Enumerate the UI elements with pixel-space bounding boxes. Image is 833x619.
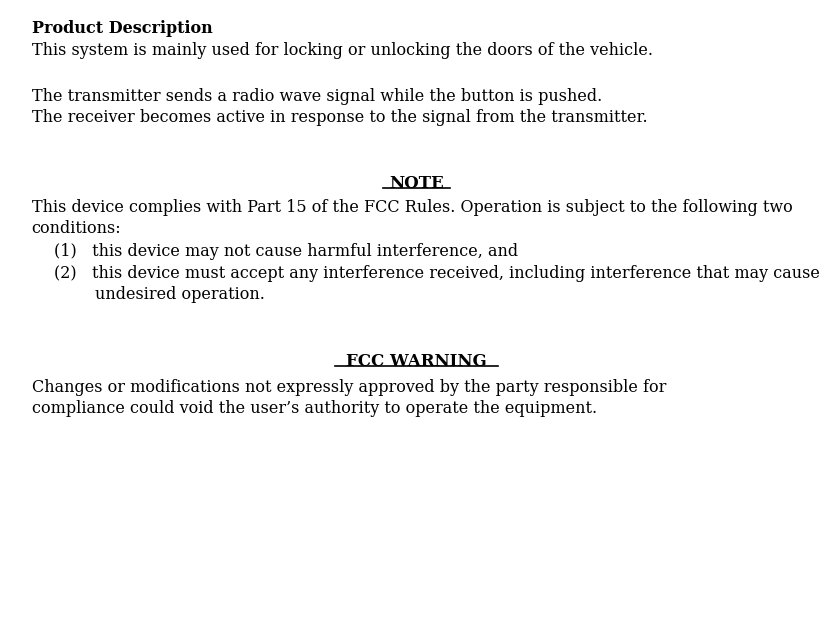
Text: Product Description: Product Description	[32, 20, 212, 37]
Text: (2)   this device must accept any interference received, including interference : (2) this device must accept any interfer…	[54, 265, 820, 282]
Text: compliance could void the user’s authority to operate the equipment.: compliance could void the user’s authori…	[32, 400, 596, 417]
Text: FCC WARNING: FCC WARNING	[347, 353, 486, 370]
Text: conditions:: conditions:	[32, 220, 122, 237]
Text: This device complies with Part 15 of the FCC Rules. Operation is subject to the : This device complies with Part 15 of the…	[32, 199, 792, 216]
Text: The transmitter sends a radio wave signal while the button is pushed.: The transmitter sends a radio wave signa…	[32, 88, 602, 105]
Text: undesired operation.: undesired operation.	[54, 286, 265, 303]
Text: (1)   this device may not cause harmful interference, and: (1) this device may not cause harmful in…	[54, 243, 518, 259]
Text: The receiver becomes active in response to the signal from the transmitter.: The receiver becomes active in response …	[32, 109, 647, 126]
Text: This system is mainly used for locking or unlocking the doors of the vehicle.: This system is mainly used for locking o…	[32, 42, 652, 59]
Text: Changes or modifications not expressly approved by the party responsible for: Changes or modifications not expressly a…	[32, 379, 666, 396]
Text: NOTE: NOTE	[389, 175, 444, 191]
